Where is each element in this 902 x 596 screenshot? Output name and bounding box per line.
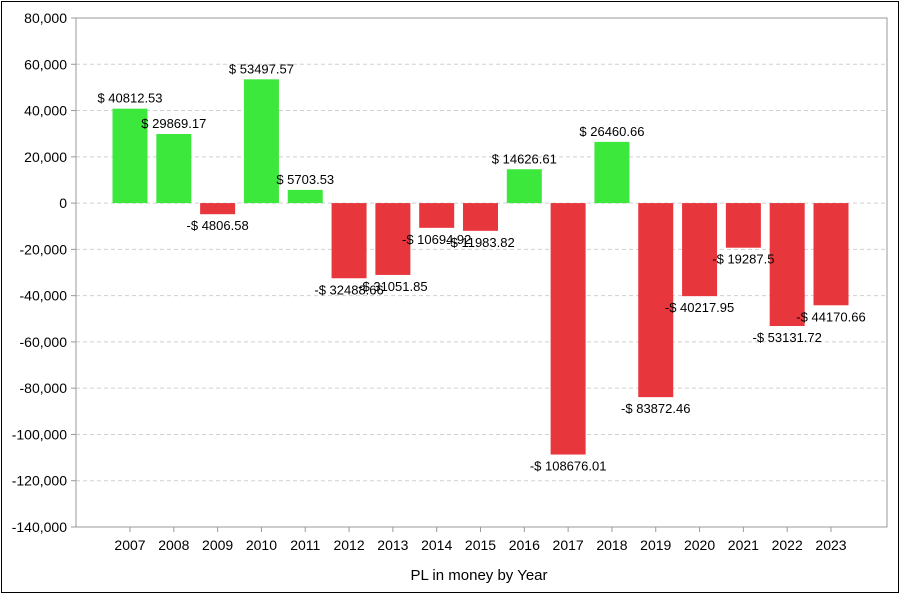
data-label-2015: -$ 11983.82 xyxy=(446,235,514,250)
x-tick-label: 2022 xyxy=(772,537,803,553)
data-label-2016: $ 14626.61 xyxy=(492,151,557,166)
x-tick-label: 2023 xyxy=(815,537,846,553)
x-tick-label: 2013 xyxy=(377,537,408,553)
axis-layer: 80,000 60,000 40,000 20,000 0 -20,000 -40,000 -… xyxy=(12,10,888,553)
y-tick-label: 20,000 xyxy=(24,149,67,165)
x-tick-label: 2018 xyxy=(596,537,627,553)
y-tick-label: -60,000 xyxy=(20,334,68,350)
bar-2009 xyxy=(200,203,236,215)
x-tick-label: 2010 xyxy=(246,537,277,553)
data-label-2023: -$ 44170.66 xyxy=(796,309,865,324)
data-label-2013: -$ 31051.85 xyxy=(358,279,427,294)
bar-2010 xyxy=(243,79,279,204)
y-tick-label: -140,000 xyxy=(12,519,67,535)
bar-2018 xyxy=(594,141,630,204)
data-label-2012: -$ 32488.66 xyxy=(314,282,383,297)
data-label-2010: $ 53497.57 xyxy=(229,61,294,76)
y-tick-label: 40,000 xyxy=(24,103,67,119)
bar-2015 xyxy=(463,203,498,231)
x-tick-label: 2016 xyxy=(509,537,540,553)
bar-2007 xyxy=(112,108,148,204)
bar-2014 xyxy=(419,203,455,228)
y-tick-label: -20,000 xyxy=(20,241,68,257)
x-tick-label: 2015 xyxy=(465,537,496,553)
x-tick-label: 2007 xyxy=(114,537,145,553)
data-label-2018: $ 26460.66 xyxy=(579,124,644,139)
x-tick-label: 2021 xyxy=(728,537,759,553)
x-tick-label: 2009 xyxy=(202,537,233,553)
y-tick-label: -40,000 xyxy=(20,288,68,304)
data-label-2017: -$ 108676.01 xyxy=(530,459,607,474)
data-label-2011: $ 5703.53 xyxy=(276,172,334,187)
bar-2008 xyxy=(156,133,192,204)
y-tick-label: -100,000 xyxy=(12,426,67,442)
bar-2011 xyxy=(287,189,323,204)
bar-2012 xyxy=(331,203,367,279)
data-label-2019: -$ 83872.46 xyxy=(621,401,690,416)
x-tick-label: 2008 xyxy=(158,537,189,553)
bar-2017 xyxy=(550,203,586,455)
x-tick-label: 2014 xyxy=(421,537,452,553)
y-tick-label: 60,000 xyxy=(24,56,67,72)
data-label-2021: -$ 19287.5 xyxy=(712,252,774,267)
data-label-2022: -$ 53131.72 xyxy=(752,330,821,345)
bar-2013 xyxy=(375,203,411,275)
y-tick-label: -120,000 xyxy=(12,473,67,489)
data-label-2009: -$ 4806.58 xyxy=(187,218,249,233)
y-tick-label: 0 xyxy=(59,195,67,211)
data-label-2014: -$ 10694.92 xyxy=(402,232,471,247)
bar-2019 xyxy=(638,203,674,398)
x-tick-label: 2011 xyxy=(290,537,320,553)
label-layer: $ 40812.53 $ 29869.17 -$ 4806.58 $ 53497.57… xyxy=(97,61,865,473)
x-tick-label: 2019 xyxy=(640,537,671,553)
data-label-2007: $ 40812.53 xyxy=(97,91,162,106)
data-label-2008: $ 29869.17 xyxy=(141,116,206,131)
bar-2023 xyxy=(813,203,849,306)
x-tick-label: 2020 xyxy=(684,537,715,553)
y-tick-label: -80,000 xyxy=(20,380,68,396)
y-tick-label: 80,000 xyxy=(24,10,67,26)
bar-layer xyxy=(112,79,849,455)
bar-2016 xyxy=(506,169,542,204)
bar-2021 xyxy=(725,203,761,248)
data-label-2020: -$ 40217.95 xyxy=(665,300,734,315)
x-tick-label: 2017 xyxy=(553,537,584,553)
bar-2020 xyxy=(682,203,718,297)
x-tick-label: 2012 xyxy=(333,537,364,553)
plot-area-border xyxy=(75,17,888,528)
bar-2022 xyxy=(769,203,805,327)
x-axis-title: PL in money by Year xyxy=(410,567,547,584)
